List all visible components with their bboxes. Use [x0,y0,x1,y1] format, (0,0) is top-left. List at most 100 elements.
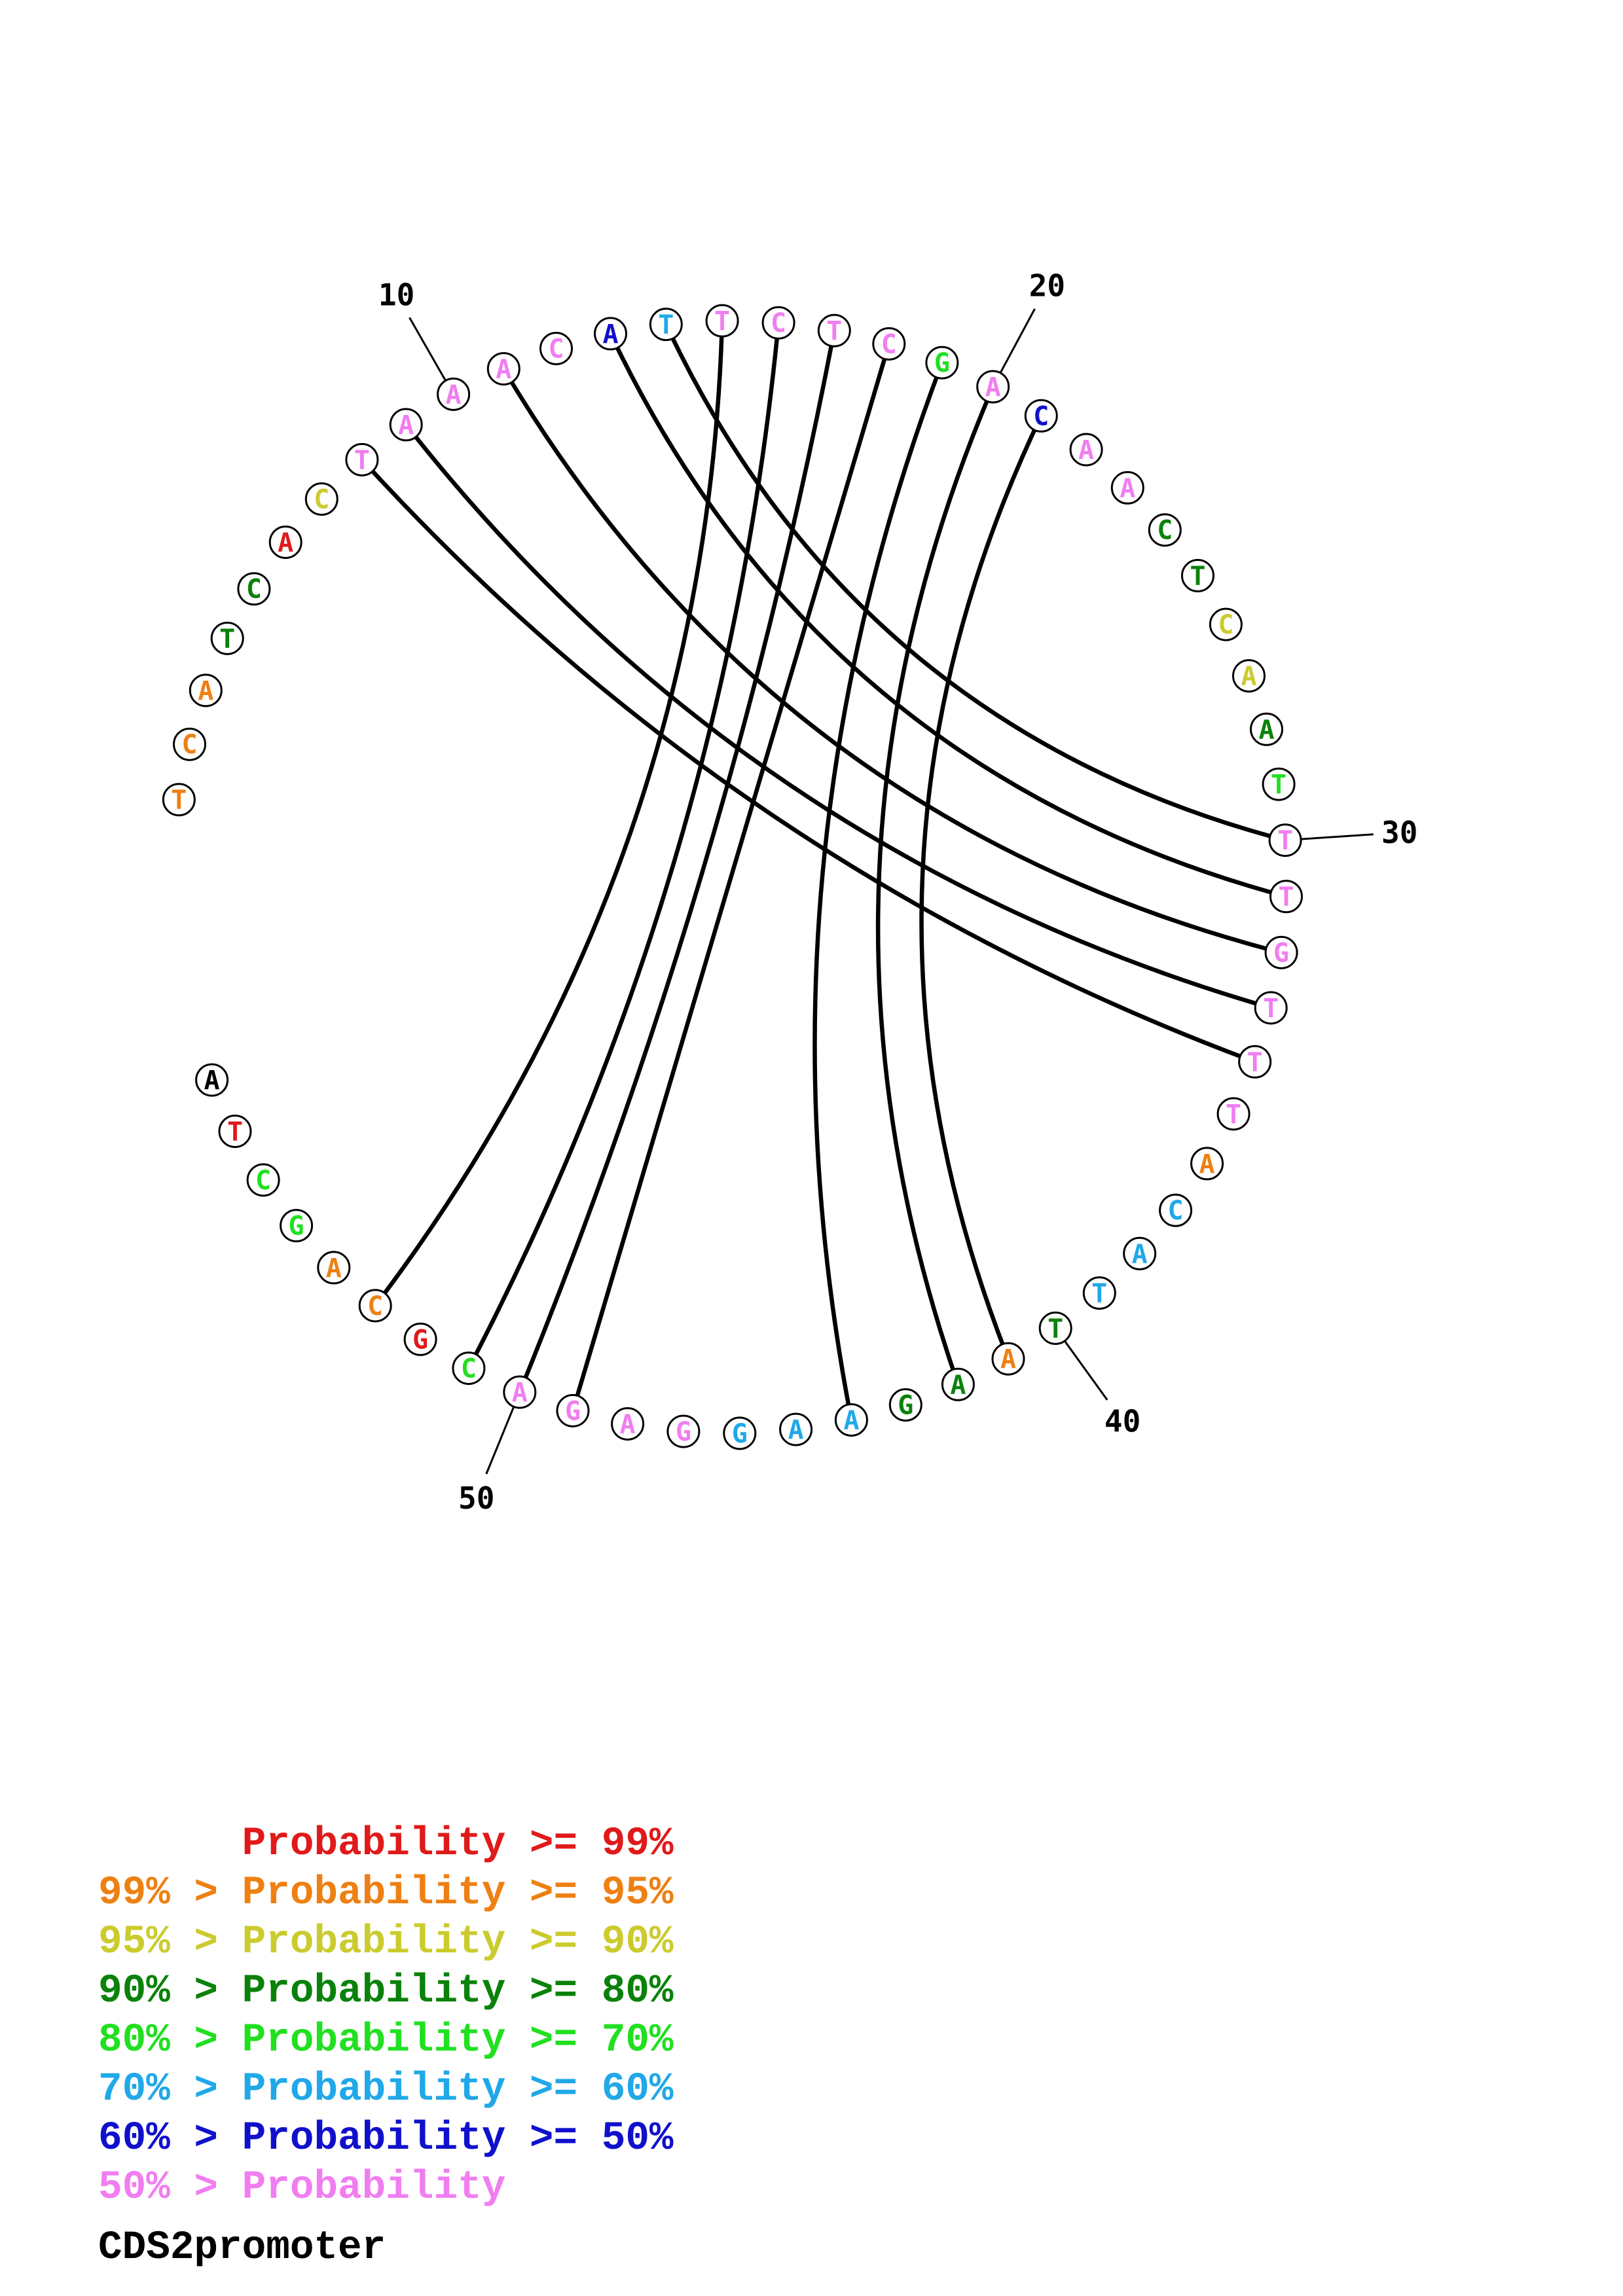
nucleotide-circle [218,1115,252,1148]
nucleotide: A [437,377,471,411]
nucleotide-circle [556,1393,590,1427]
nucleotide: G [280,1209,314,1243]
nucleotide: A [1190,1147,1224,1181]
nucleotide: A [268,526,302,559]
nucleotide-letter: C [771,308,786,338]
nucleotide-circle [705,304,739,338]
base-pair-bond [812,360,945,1422]
nucleotide: G [1264,935,1298,969]
nucleotide: A [941,1367,975,1401]
base-pair-bond [373,318,725,1308]
nucleotide-letter: A [843,1406,859,1436]
nucleotide-circle [1238,1045,1272,1079]
nucleotide: C [452,1352,486,1385]
nucleotide-letter: T [171,785,187,816]
nucleotide: A [779,1412,813,1446]
base-pair-bond [875,384,995,1387]
nucleotide: T [1268,823,1302,857]
nucleotide-circle [195,1063,229,1097]
nucleotide: A [1250,712,1283,746]
nucleotide-letter: C [1168,1196,1184,1226]
nucleotide: C [237,572,271,606]
legend-row: 99% > Probability >= 95% [98,1871,674,1916]
nucleotide: C [761,306,795,340]
nucleotide-letter: T [354,445,370,475]
nucleotide-letter: T [1278,882,1294,912]
nucleotide-circle [162,783,196,817]
nucleotide: C [1148,513,1182,547]
nucleotide-letter: T [219,624,235,654]
position-label: 10 [378,278,414,313]
nucleotide-circle [437,377,471,411]
nucleotide-letter: T [826,316,842,346]
nucleotide: T [817,314,851,348]
legend-row: 90% > Probability >= 80% [98,1969,674,2014]
nucleotide-circle [1123,1236,1157,1270]
position-markers: 10 20 30 40 50 [378,268,1417,1516]
nucleotide: A [317,1251,351,1285]
nucleotide: T [345,442,379,476]
position-tick [1300,833,1374,840]
nucleotide-letter: T [658,310,674,340]
base-pair-bonds [359,318,1288,1422]
nucleotide-letter: A [985,372,1001,403]
nucleotide-letter: T [227,1117,243,1147]
nucleotide: C [358,1289,392,1323]
nucleotide: C [246,1163,280,1197]
legend-row: 80% > Probability >= 70% [98,2018,674,2063]
nucleotide: G [925,346,959,380]
nucleotide-letter: A [398,410,414,440]
nucleotide-letter: G [289,1211,304,1242]
nucleotide-letter: G [676,1417,691,1447]
base-pair-bond [501,367,1284,955]
nucleotide: T [162,783,196,817]
nucleotide-circle [1038,1311,1072,1345]
nucleotide: C [1024,399,1058,433]
nucleotide: C [539,332,573,365]
nucleotide-letter: T [1091,1279,1107,1309]
nucleotide-circle [1232,659,1266,693]
nucleotide-circle [345,442,379,476]
nucleotide: A [976,370,1010,404]
nucleotide-letter: G [412,1325,428,1355]
nucleotide-circle [503,1375,537,1409]
nucleotide-letter: G [898,1391,913,1421]
nucleotide-letter: C [461,1354,477,1384]
nucleotide-letter: A [788,1415,804,1445]
nucleotide-letter: C [367,1291,383,1321]
nucleotide: T [1262,767,1296,801]
nucleotide-letter: C [1033,401,1049,431]
nucleotide: T [1269,880,1303,914]
nucleotide-letter: A [198,676,213,706]
nucleotide-letter: C [1218,610,1233,640]
nucleotide-letter: C [255,1166,271,1196]
nucleotide: T [1238,1045,1272,1079]
nucleotide: C [1159,1193,1193,1227]
nucleotide: C [304,482,338,516]
nucleotide-circle [834,1403,868,1437]
nucleotide-circle [358,1289,392,1323]
nucleotide-circle [1262,767,1296,801]
nucleotide-circle [666,1414,701,1448]
nucleotide-circle [611,1407,645,1441]
nucleotide-circle [991,1342,1025,1376]
nucleotide-circle [817,314,851,348]
nucleotide: A [834,1403,868,1437]
nucleotide-letter: C [181,730,197,760]
nucleotide-letter: G [1273,938,1289,968]
nucleotide: A [1069,433,1103,467]
nucleotide-letter: A [512,1378,528,1408]
legend-row: Probability >= 99% [98,1821,674,1867]
nucleotide-circle [237,572,271,606]
nucleotide: A [991,1342,1025,1376]
nucleotide: G [888,1388,922,1422]
nucleotide: T [705,304,739,338]
nucleotide-circle [649,308,683,342]
nucleotide: A [189,673,223,708]
nucleotide-letter: G [934,348,950,378]
nucleotide: G [723,1416,757,1450]
nucleotide-circle [268,526,302,559]
nucleotide: T [1181,559,1214,592]
nucleotide-letter: C [548,334,564,365]
